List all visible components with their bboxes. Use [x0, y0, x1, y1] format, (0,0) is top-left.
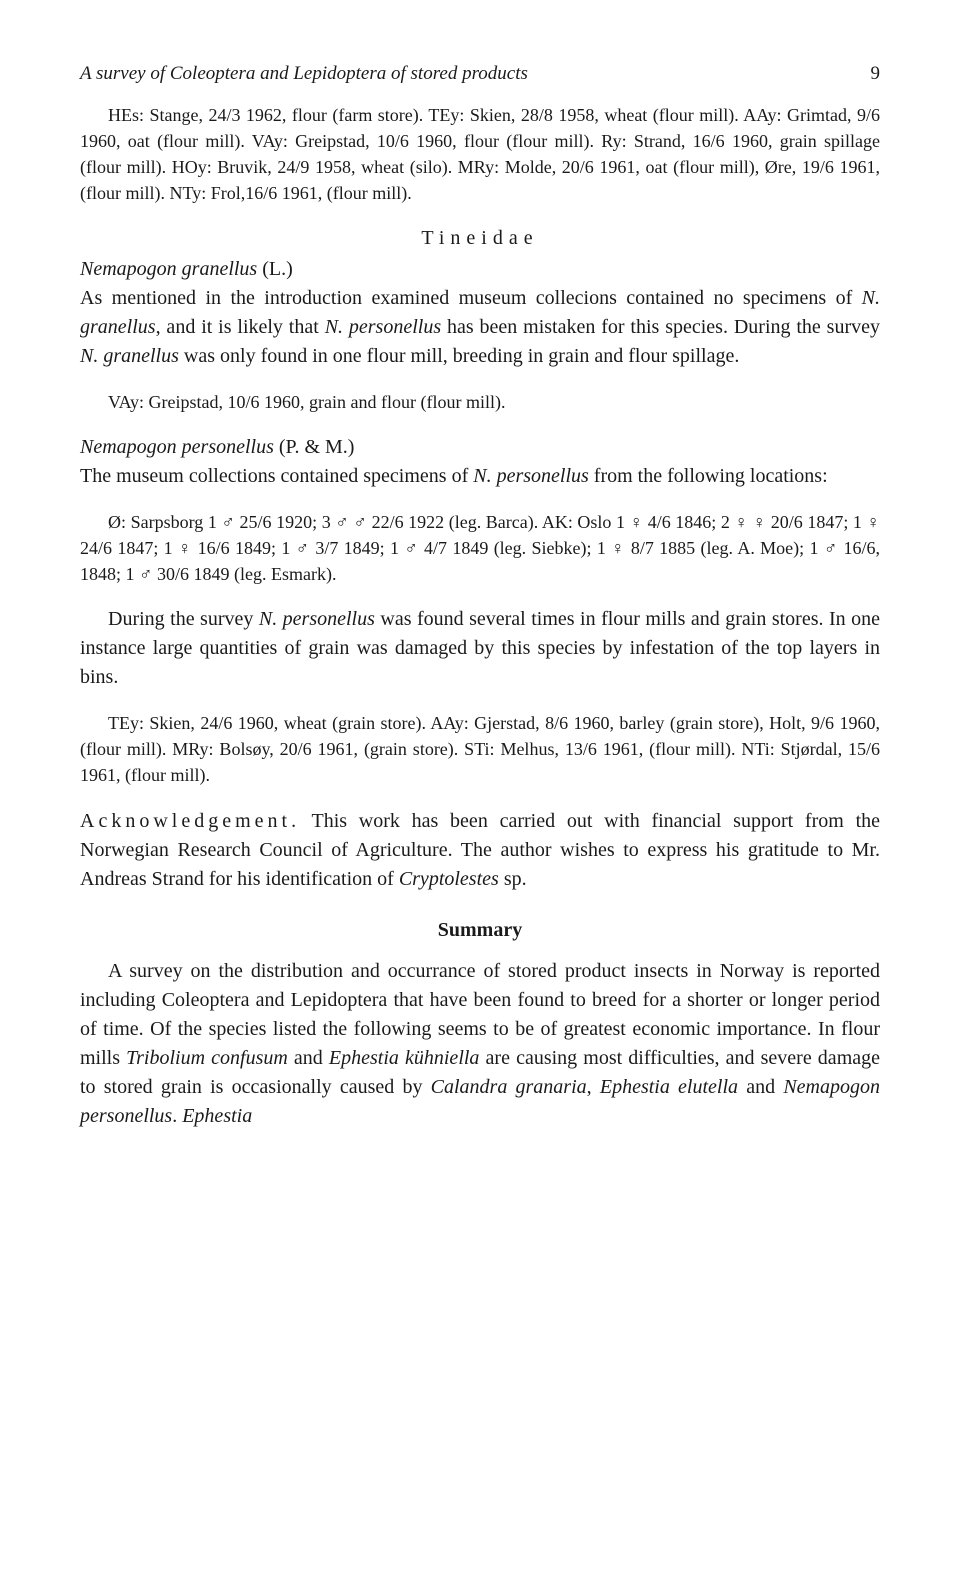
- summary-heading: Summary: [80, 916, 880, 945]
- granellus-records: VAy: Greipstad, 10/6 1960, grain and flo…: [80, 389, 880, 415]
- text: As mentioned in the introduction examine…: [80, 287, 862, 309]
- text: and: [738, 1076, 783, 1098]
- page-number: 9: [871, 60, 881, 88]
- text: sp.: [499, 868, 527, 890]
- summary-body: A survey on the distribution and occurra…: [80, 957, 880, 1131]
- text: During the survey: [108, 608, 259, 630]
- text: , and it is likely that: [156, 316, 325, 338]
- ack-heading: Acknowledgement.: [80, 810, 300, 832]
- records-hes: HEs: Stange, 24/3 1962, flour (farm stor…: [80, 102, 880, 206]
- species-ref: Cryptolestes: [399, 868, 499, 890]
- personellus-museum-records: Ø: Sarpsborg 1 ♂ 25/6 1920; 3 ♂ ♂ 22/6 1…: [80, 509, 880, 587]
- text: The museum collections contained specime…: [80, 465, 473, 487]
- personellus-records-2: TEy: Skien, 24/6 1960, wheat (grain stor…: [80, 710, 880, 788]
- species-ref: Ephestia kühniella: [329, 1047, 480, 1069]
- running-header: A survey of Coleoptera and Lepidoptera o…: [80, 60, 880, 88]
- personellus-section: Nemapogon personellus (P. & M.) The muse…: [80, 433, 880, 491]
- species-ref: Ephestia: [182, 1105, 252, 1127]
- species-author: (L.): [257, 258, 293, 280]
- running-title: A survey of Coleoptera and Lepidoptera o…: [80, 60, 528, 88]
- family-heading: Tineidae: [80, 224, 880, 253]
- personellus-survey: During the survey N. personellus was fou…: [80, 605, 880, 692]
- species-name: Nemapogon personellus: [80, 436, 274, 458]
- species-ref: N. granellus: [80, 345, 179, 367]
- text: .: [172, 1105, 182, 1127]
- acknowledgement: Acknowledgement. This work has been carr…: [80, 807, 880, 894]
- species-ref: Tribolium confusum: [126, 1047, 288, 1069]
- species-name: Nemapogon granellus: [80, 258, 257, 280]
- species-ref: Ephestia elutella: [600, 1076, 738, 1098]
- text: from the following locations:: [589, 465, 828, 487]
- species-author: (P. & M.): [274, 436, 355, 458]
- species-ref: N. personellus: [259, 608, 375, 630]
- species-ref: N. personellus: [473, 465, 589, 487]
- text: and: [288, 1047, 329, 1069]
- species-ref: Calandra granaria: [431, 1076, 587, 1098]
- text: has been mistaken for this species. Duri…: [441, 316, 880, 338]
- text: was only found in one flour mill, breedi…: [179, 345, 739, 367]
- species-ref: N. personellus: [325, 316, 441, 338]
- granellus-section: Nemapogon granellus (L.) As mentioned in…: [80, 255, 880, 371]
- text: ,: [587, 1076, 600, 1098]
